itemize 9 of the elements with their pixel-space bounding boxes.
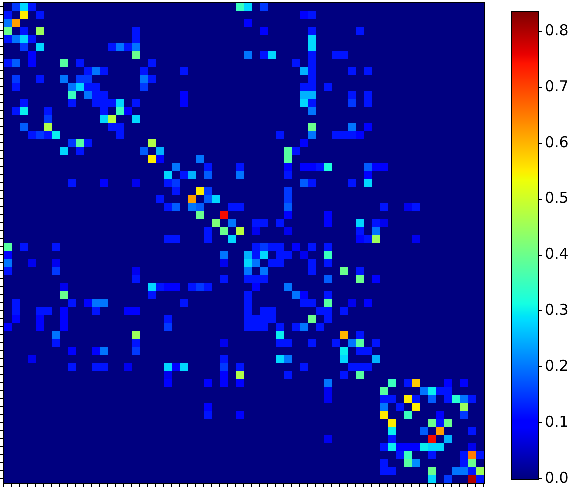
color-bar-label: 0.6 <box>545 133 569 152</box>
color-bar-label: 0.1 <box>545 412 569 431</box>
color-bar-label: 0.0 <box>545 468 569 487</box>
color-bar-label: 0.8 <box>545 21 569 40</box>
color-bar-label: 0.3 <box>545 301 569 320</box>
color-bar-label: 0.4 <box>545 245 569 264</box>
color-bar-label: 0.7 <box>545 77 569 96</box>
color-bar-label: 0.5 <box>545 189 569 208</box>
color-bar-label: 0.2 <box>545 357 569 376</box>
